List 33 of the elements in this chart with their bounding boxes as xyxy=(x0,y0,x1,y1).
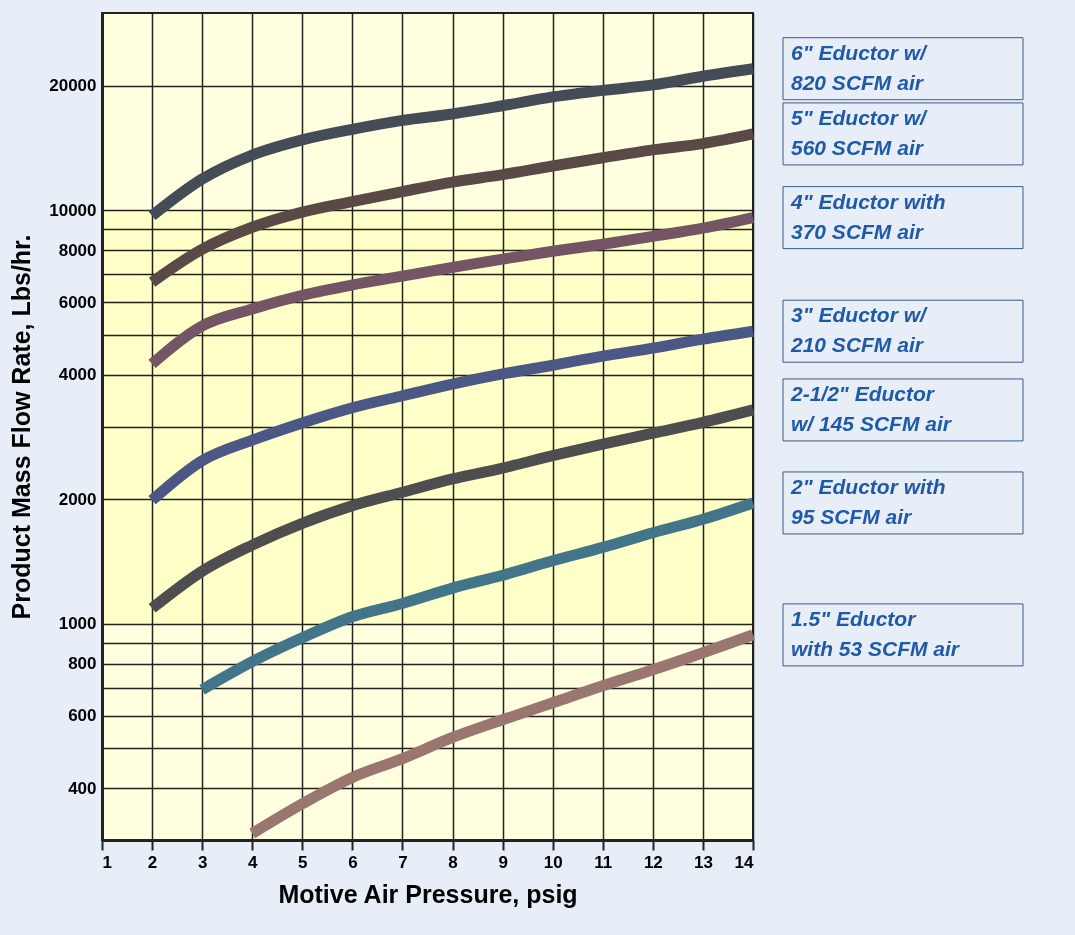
x-tick-label: 7 xyxy=(398,852,408,872)
series-label: 5" Eductor w/ 560 SCFM air xyxy=(791,105,928,159)
y-tick-label: 800 xyxy=(68,654,97,674)
x-tick-label: 9 xyxy=(498,852,508,872)
y-tick-label: 400 xyxy=(68,778,97,798)
x-tick-label: 12 xyxy=(643,852,663,872)
x-tick-label: 2 xyxy=(147,852,158,872)
series-label: 4" Eductor with 370 SCFM air xyxy=(790,189,946,243)
x-tick-label: 13 xyxy=(693,852,713,872)
series-label: 1.5" Eductor with 53 SCFM air xyxy=(791,606,961,660)
series-label: 2" Eductor with 95 SCFM air xyxy=(790,474,946,528)
y-axis-title: Product Mass Flow Rate, Lbs/hr. xyxy=(7,234,36,620)
x-axis-title: Motive Air Pressure, psig xyxy=(278,879,578,908)
x-tick-label: 14 xyxy=(734,852,755,872)
y-tick-label: 600 xyxy=(68,706,97,726)
x-tick-label: 8 xyxy=(448,852,458,872)
y-tick-label: 6000 xyxy=(58,292,97,312)
y-tick-label: 1000 xyxy=(58,614,97,634)
y-tick-label: 20000 xyxy=(49,76,97,96)
y-tick-label: 4000 xyxy=(58,365,97,385)
x-tick-label: 10 xyxy=(543,852,563,872)
x-tick-label: 4 xyxy=(248,852,258,872)
x-tick-label: 1 xyxy=(102,852,112,872)
x-tick-label: 6 xyxy=(348,852,358,872)
x-tick-label: 11 xyxy=(594,852,613,872)
series-label: 3" Eductor w/ 210 SCFM air xyxy=(790,303,928,357)
x-tick-label: 5 xyxy=(298,852,308,872)
series-label: 6" Eductor w/ 820 SCFM air xyxy=(791,40,928,94)
y-tick-label: 2000 xyxy=(58,489,97,509)
x-tick-label: 3 xyxy=(197,852,208,872)
y-tick-label: 10000 xyxy=(49,200,97,220)
y-tick-label: 8000 xyxy=(58,240,97,260)
series-label: 2-1/2" Eductor w/ 145 SCFM air xyxy=(790,381,953,435)
